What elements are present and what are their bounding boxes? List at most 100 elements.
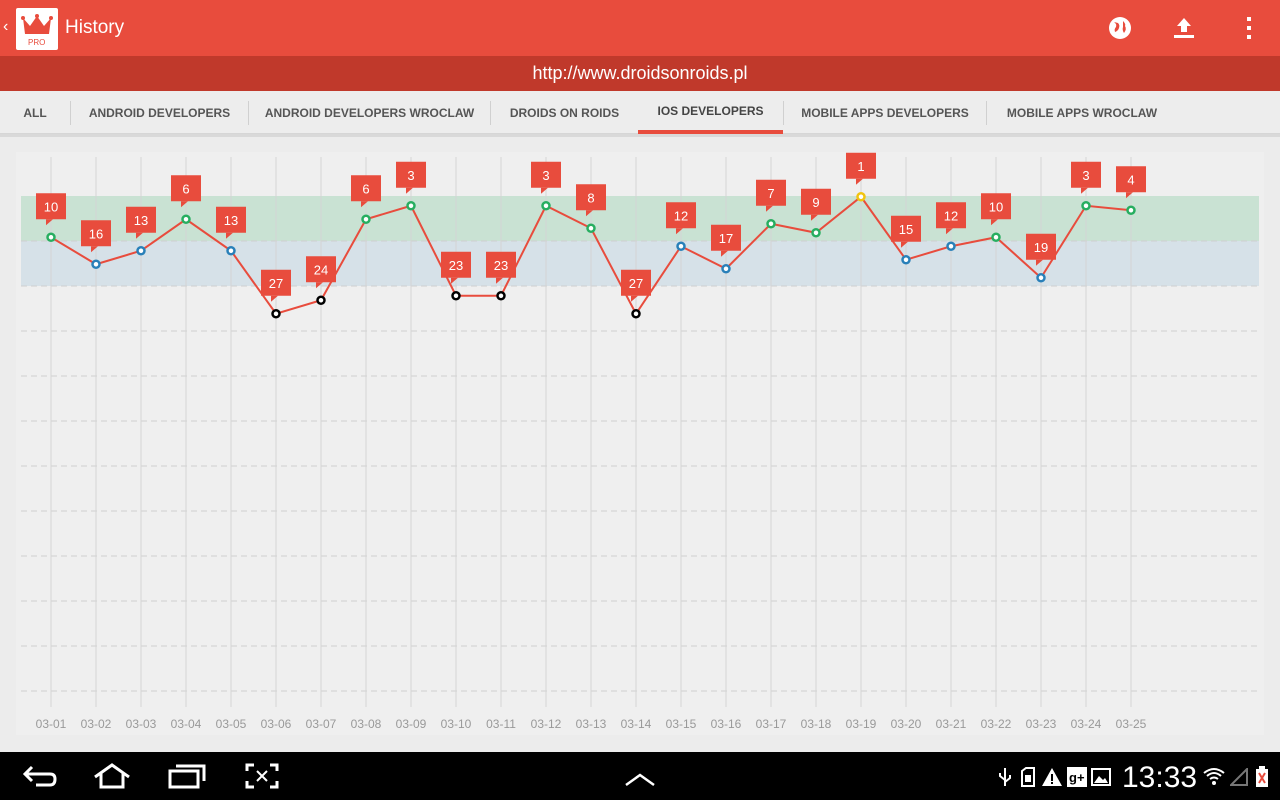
data-label-pointer <box>676 228 683 235</box>
tab-android-developers-wroclaw[interactable]: ANDROID DEVELOPERS WROCLAW <box>249 91 490 134</box>
data-label: 7 <box>767 186 774 201</box>
action-bar: ‹ PRO History <box>0 0 1280 56</box>
data-point <box>721 264 731 274</box>
data-point <box>1126 205 1136 215</box>
tab-divider <box>70 101 71 125</box>
data-label-bubble <box>1026 233 1056 260</box>
google-plus-icon: g+ <box>1066 766 1088 788</box>
tab-label: ALL <box>23 105 47 120</box>
x-tick-label: 03-15 <box>666 717 697 731</box>
tab-mobile-apps-developers[interactable]: MOBILE APPS DEVELOPERS <box>784 91 986 134</box>
data-point <box>586 223 596 233</box>
data-label-pointer <box>226 232 233 239</box>
tab-divider <box>490 101 491 125</box>
data-label: 23 <box>449 258 463 273</box>
tab-label: MOBILE APPS DEVELOPERS <box>801 105 969 120</box>
data-point <box>901 255 911 265</box>
site-url[interactable]: http://www.droidsonroids.pl <box>532 63 748 83</box>
data-label-pointer <box>631 295 638 302</box>
data-label: 13 <box>134 213 148 228</box>
x-tick-label: 03-16 <box>711 717 742 731</box>
data-label-bubble <box>261 269 291 296</box>
x-tick-label: 03-06 <box>261 717 292 731</box>
x-tick-label: 03-07 <box>306 717 337 731</box>
x-tick-label: 03-22 <box>981 717 1012 731</box>
x-tick-label: 03-13 <box>576 717 607 731</box>
x-tick-label: 03-04 <box>171 717 202 731</box>
back-caret-icon[interactable]: ‹ <box>3 18 9 35</box>
data-point <box>46 232 56 242</box>
x-tick-label: 03-25 <box>1116 717 1147 731</box>
data-label: 3 <box>407 168 414 183</box>
up-arrow-icon[interactable] <box>622 766 658 794</box>
page-title: History <box>65 17 125 38</box>
data-point <box>91 259 101 269</box>
x-tick-label: 03-12 <box>531 717 562 731</box>
globe-icon[interactable] <box>1106 14 1134 42</box>
data-label-pointer <box>766 205 773 212</box>
data-point <box>991 232 1001 242</box>
svg-text:g+: g+ <box>1069 770 1085 785</box>
data-label-pointer <box>721 250 728 257</box>
data-label-pointer <box>946 228 953 235</box>
data-point <box>496 291 506 301</box>
data-label-bubble <box>1116 166 1146 193</box>
data-label-bubble <box>306 256 336 283</box>
x-tick-label: 03-20 <box>891 717 922 731</box>
data-point <box>316 295 326 305</box>
pro-badge: PRO <box>28 38 46 47</box>
tab-label: IOS DEVELOPERS <box>657 103 764 118</box>
data-label-bubble <box>891 215 921 242</box>
data-label-bubble <box>351 175 381 202</box>
data-label-bubble <box>711 224 741 251</box>
data-label-bubble <box>621 269 651 296</box>
data-label: 27 <box>269 276 283 291</box>
x-tick-label: 03-10 <box>441 717 472 731</box>
data-point <box>631 309 641 319</box>
battery-icon <box>1254 766 1270 788</box>
data-label-pointer <box>316 282 323 289</box>
tab-ios-developers[interactable]: IOS DEVELOPERS <box>638 91 783 134</box>
x-tick-label: 03-03 <box>126 717 157 731</box>
overflow-menu-icon[interactable] <box>1235 14 1263 42</box>
x-tick-label: 03-09 <box>396 717 427 731</box>
data-label-pointer <box>811 214 818 221</box>
data-label: 23 <box>494 258 508 273</box>
data-label-pointer <box>901 241 908 248</box>
data-label: 12 <box>944 208 958 223</box>
data-point <box>361 214 371 224</box>
tab-droids-on-roids[interactable]: DROIDS ON ROIDS <box>491 91 638 134</box>
tab-all[interactable]: ALL <box>0 91 70 134</box>
url-bar: http://www.droidsonroids.pl <box>0 56 1280 91</box>
app-logo-icon[interactable]: PRO <box>16 8 58 50</box>
tab-android-developers[interactable]: ANDROID DEVELOPERS <box>71 91 248 134</box>
tab-label: ANDROID DEVELOPERS WROCLAW <box>264 105 475 120</box>
tabs-shadow <box>0 134 1280 137</box>
data-label-pointer <box>991 219 998 226</box>
data-label-pointer <box>361 201 368 208</box>
data-point <box>856 192 866 202</box>
x-tick-label: 03-17 <box>756 717 787 731</box>
recent-apps-icon[interactable] <box>165 762 209 790</box>
x-tick-label: 03-05 <box>216 717 247 731</box>
home-icon[interactable] <box>90 762 134 790</box>
data-label: 3 <box>1082 168 1089 183</box>
data-label: 13 <box>224 213 238 228</box>
upload-icon[interactable] <box>1170 14 1198 42</box>
data-label-pointer <box>451 277 458 284</box>
data-label-pointer <box>46 219 53 226</box>
tab-divider <box>986 101 987 125</box>
tab-mobile-apps-wroclaw[interactable]: MOBILE APPS WROCLAW <box>987 91 1177 134</box>
x-tick-label: 03-02 <box>81 717 112 731</box>
data-label-bubble <box>801 188 831 215</box>
data-label: 19 <box>1034 240 1048 255</box>
x-tick-label: 03-19 <box>846 717 877 731</box>
data-point <box>271 309 281 319</box>
data-label: 6 <box>182 181 189 196</box>
back-icon[interactable] <box>20 762 60 790</box>
sd-card-icon <box>1019 766 1037 788</box>
data-label-bubble <box>441 251 471 278</box>
data-label-bubble <box>126 206 156 233</box>
data-label-pointer <box>406 187 413 194</box>
screenshot-icon[interactable] <box>244 762 280 790</box>
